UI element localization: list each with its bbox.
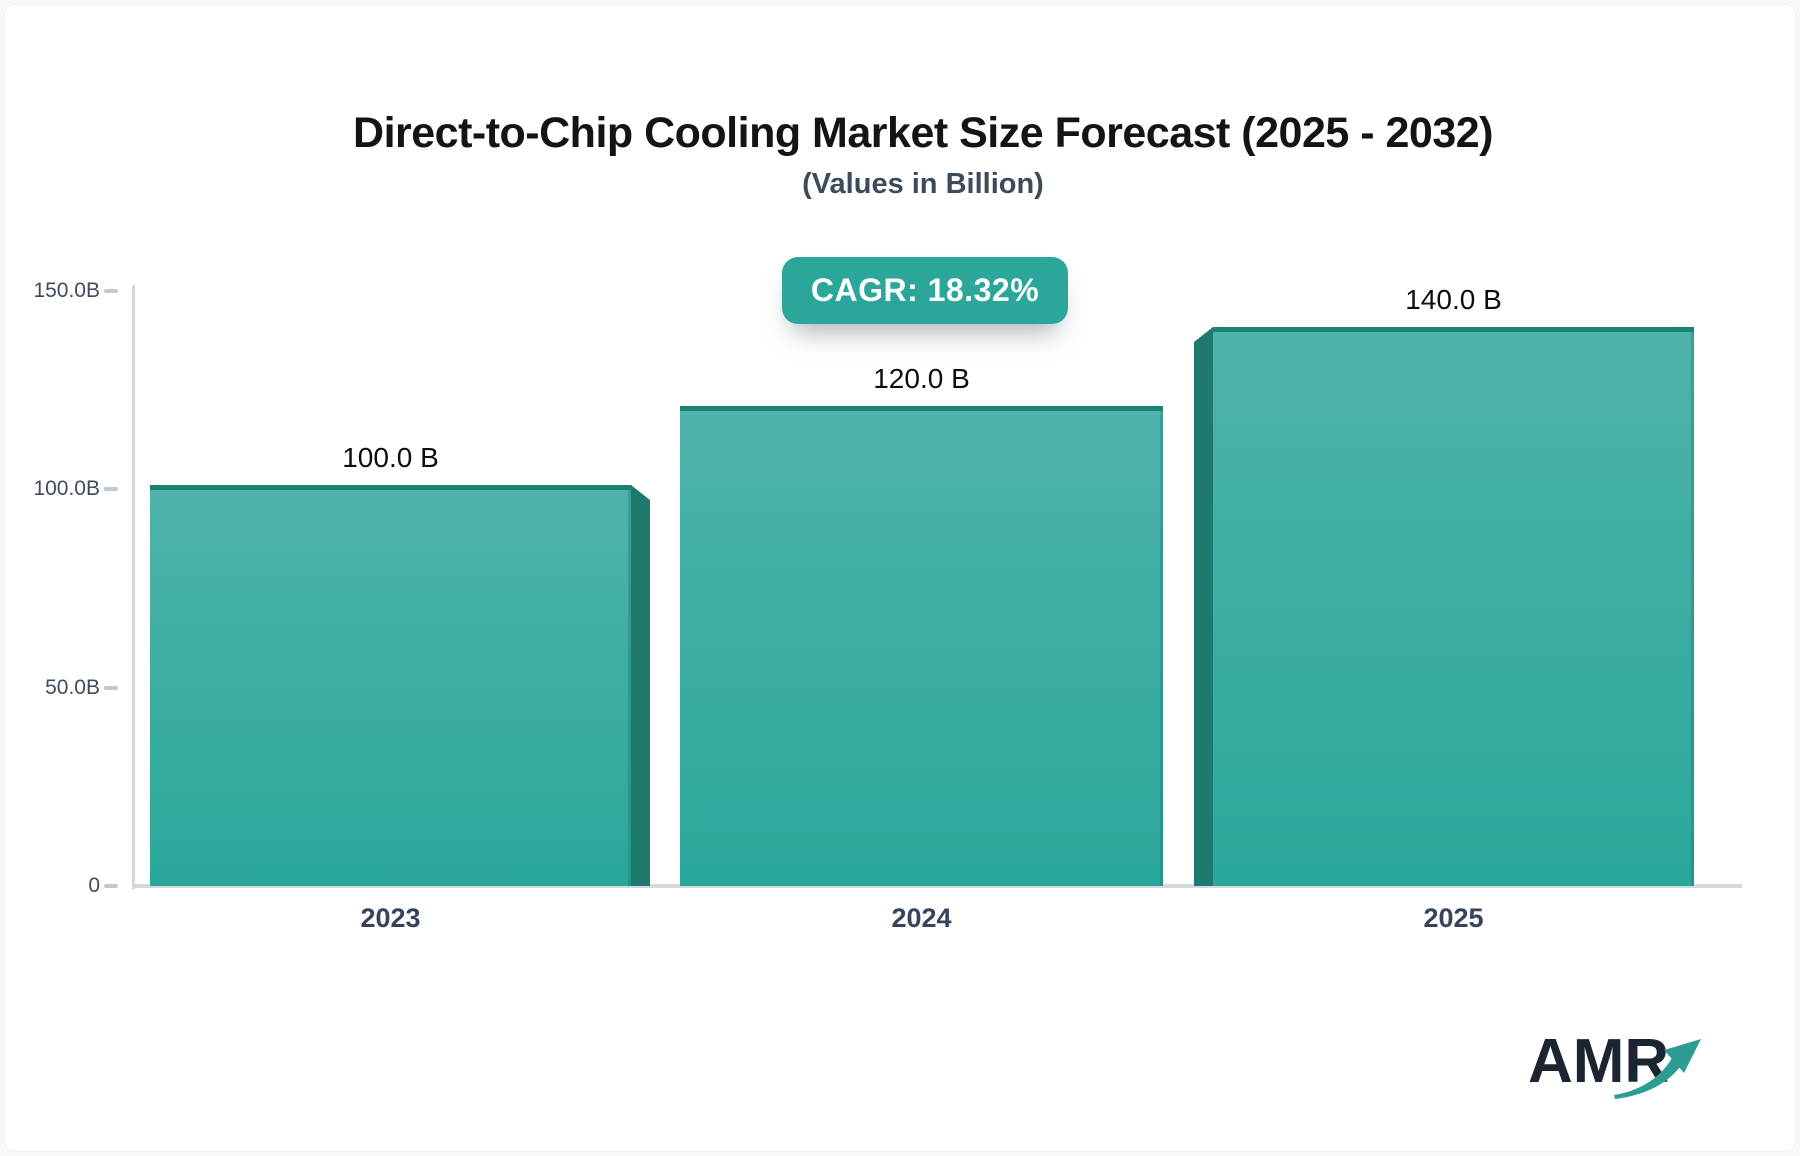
y-axis-line: [132, 285, 135, 889]
x-axis-baseline: [132, 884, 1742, 888]
y-tick-mark-100.0B: [104, 487, 118, 491]
cagr-badge-label: CAGR: 18.32%: [810, 272, 1040, 308]
chart-title: Direct-to-Chip Cooling Market Size Forec…: [353, 109, 1493, 157]
bar-value-label-2024: 120.0 B: [873, 363, 970, 394]
cagr-badge: CAGR: 18.32%: [782, 257, 1068, 324]
x-axis-label-2025: 2025: [1423, 903, 1484, 933]
bar-value-label-2025: 140.0 B: [1405, 284, 1502, 315]
y-tick-mark-150.0B: [104, 289, 118, 293]
y-tick-label-100.0B: 100.0B: [33, 477, 100, 500]
bar-2024: [680, 406, 1163, 886]
bar-2023: [150, 485, 631, 886]
bar-side-bevel-2023: [631, 485, 650, 886]
bar-2025: [1213, 327, 1694, 886]
bar-value-label-2023: 100.0 B: [342, 442, 439, 473]
x-axis-label-2023: 2023: [360, 903, 421, 933]
bar-side-bevel-2025: [1194, 327, 1213, 886]
amr-logo-text: AMR: [1528, 1027, 1670, 1096]
y-tick-label-0: 0: [88, 874, 100, 897]
amr-logo: AMR: [1528, 1031, 1718, 1111]
y-tick-mark-0: [104, 884, 118, 888]
y-tick-mark-50.0B: [104, 686, 118, 690]
chart-subtitle: (Values in Billion): [802, 168, 1044, 200]
y-tick-label-50.0B: 50.0B: [45, 676, 100, 699]
growth-arrow-icon: [1612, 1036, 1704, 1107]
y-tick-label-150.0B: 150.0B: [33, 279, 100, 302]
x-axis-label-2024: 2024: [891, 903, 952, 933]
